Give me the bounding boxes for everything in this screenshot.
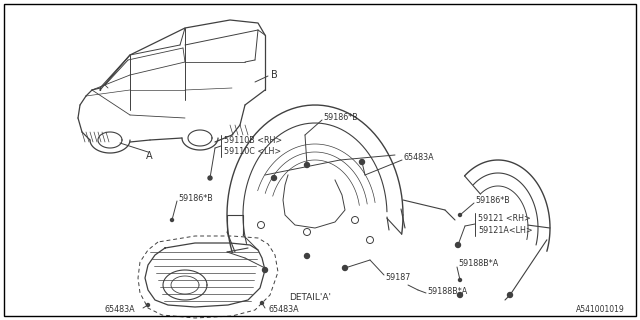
Circle shape: [260, 301, 264, 305]
Text: 59121A<LH>: 59121A<LH>: [478, 226, 532, 235]
Text: 59188B*A: 59188B*A: [458, 260, 499, 268]
Circle shape: [360, 159, 365, 164]
Circle shape: [456, 244, 460, 246]
Circle shape: [344, 267, 346, 269]
Text: 65483A: 65483A: [403, 153, 434, 162]
Circle shape: [458, 292, 463, 298]
Text: 65483A: 65483A: [104, 306, 134, 315]
Circle shape: [458, 278, 461, 282]
Circle shape: [509, 293, 511, 297]
Text: 59188B*A: 59188B*A: [427, 287, 467, 297]
Text: 59187: 59187: [385, 274, 410, 283]
Circle shape: [456, 243, 461, 247]
Circle shape: [458, 213, 461, 217]
Text: 59110C <LH>: 59110C <LH>: [224, 147, 281, 156]
Circle shape: [170, 219, 173, 221]
Circle shape: [271, 175, 276, 180]
Text: 59186*B: 59186*B: [178, 194, 212, 203]
Circle shape: [305, 253, 310, 259]
Text: 65483A: 65483A: [268, 306, 299, 315]
Text: DETAIL'A': DETAIL'A': [289, 293, 331, 302]
Circle shape: [508, 292, 513, 298]
Circle shape: [147, 303, 150, 307]
Text: 59186*B: 59186*B: [323, 113, 358, 122]
Circle shape: [208, 176, 212, 180]
Circle shape: [342, 266, 348, 270]
Circle shape: [262, 268, 268, 273]
Text: 59186*B: 59186*B: [475, 196, 509, 204]
Text: A: A: [146, 151, 152, 161]
Text: 59121 <RH>: 59121 <RH>: [478, 213, 531, 222]
Text: 59110B <RH>: 59110B <RH>: [224, 135, 282, 145]
Text: B: B: [271, 70, 277, 80]
Circle shape: [305, 163, 310, 167]
Circle shape: [305, 164, 308, 166]
Circle shape: [360, 161, 364, 164]
Text: A541001019: A541001019: [576, 306, 625, 315]
